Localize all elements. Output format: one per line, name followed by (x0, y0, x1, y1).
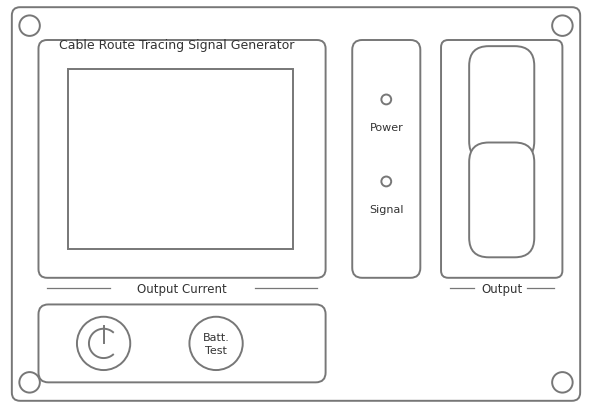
Circle shape (20, 16, 40, 37)
Bar (68, 70, 293, 249)
Circle shape (189, 317, 243, 370)
Circle shape (381, 95, 391, 105)
Text: Power: Power (369, 123, 403, 133)
FancyBboxPatch shape (352, 41, 420, 278)
FancyBboxPatch shape (38, 305, 326, 382)
FancyBboxPatch shape (38, 41, 326, 278)
FancyBboxPatch shape (441, 41, 562, 278)
FancyBboxPatch shape (12, 8, 580, 401)
Circle shape (77, 317, 130, 370)
Text: Output: Output (481, 282, 522, 295)
Circle shape (20, 372, 40, 393)
Circle shape (552, 372, 572, 393)
Text: Cable Route Tracing Signal Generator: Cable Route Tracing Signal Generator (59, 38, 295, 52)
Circle shape (552, 16, 572, 37)
Circle shape (381, 177, 391, 187)
FancyBboxPatch shape (469, 143, 535, 258)
FancyBboxPatch shape (469, 47, 535, 162)
Text: Signal: Signal (369, 204, 404, 214)
Text: Output Current: Output Current (137, 282, 227, 295)
Text: Batt.
Test: Batt. Test (202, 332, 230, 355)
